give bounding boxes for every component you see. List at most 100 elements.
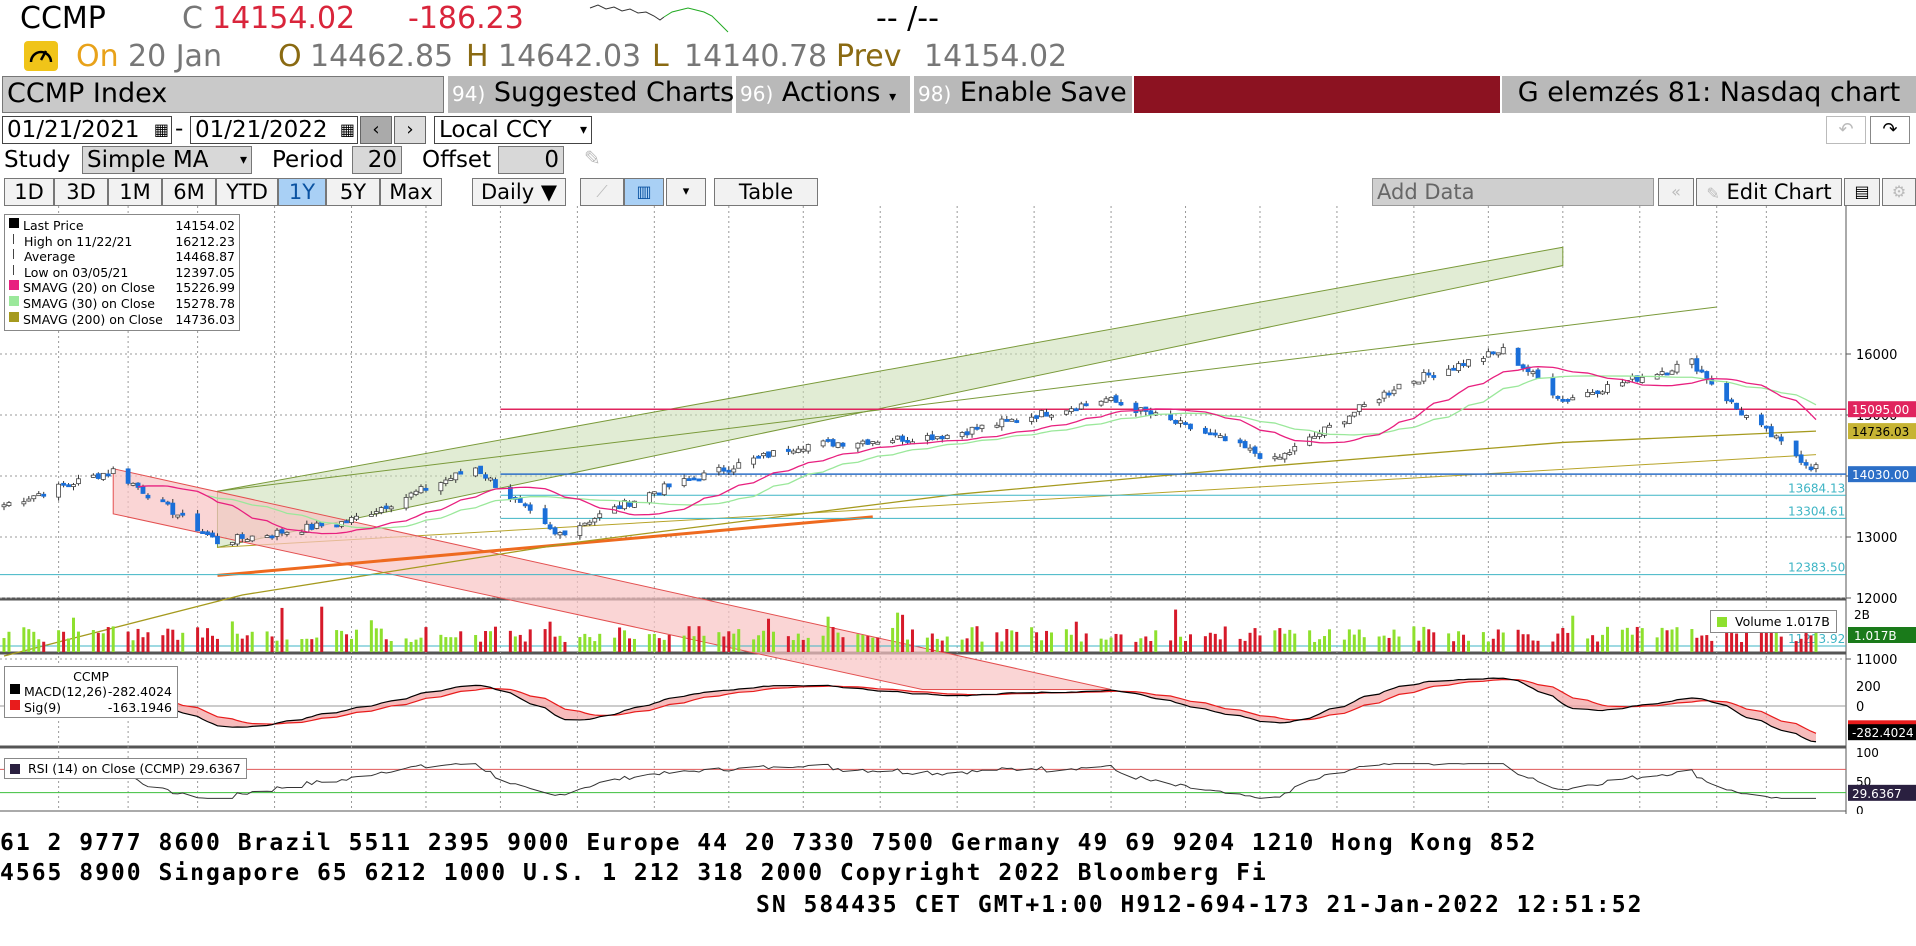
candle-body xyxy=(1381,391,1387,399)
candle-body xyxy=(1565,399,1571,402)
volume-bar xyxy=(131,640,135,652)
redo-icon[interactable]: ↷ xyxy=(1870,116,1910,144)
volume-bar xyxy=(1660,627,1664,652)
candle-body xyxy=(1570,397,1576,401)
range-button-1d[interactable]: 1D xyxy=(4,178,54,206)
pencil-icon[interactable]: ✎ xyxy=(584,146,601,170)
volume-swatch xyxy=(1717,617,1727,627)
candle-body xyxy=(969,426,975,435)
add-data-input[interactable]: Add Data xyxy=(1372,178,1654,206)
candle-body xyxy=(1530,371,1536,375)
gear-icon[interactable]: ⚙ xyxy=(1882,178,1916,206)
volume-bar xyxy=(111,626,115,652)
candle-body xyxy=(71,484,76,487)
date-to-field[interactable]: 01/21/2022 ▦ xyxy=(190,116,358,144)
volume-bar xyxy=(1362,637,1366,652)
edit-chart-button[interactable]: ✎ Edit Chart xyxy=(1696,178,1842,206)
candle-body xyxy=(617,505,622,510)
volume-bar xyxy=(841,637,845,652)
candle-body xyxy=(934,436,940,440)
volume-bar xyxy=(37,639,41,652)
volume-bar xyxy=(57,630,61,652)
calendar-icon[interactable]: ▦ xyxy=(339,120,355,139)
candle-body xyxy=(731,468,737,473)
volume-bar xyxy=(1809,635,1813,652)
offset-input[interactable]: 0 xyxy=(498,146,564,174)
chart-settings-icon[interactable]: ▤ xyxy=(1844,178,1880,206)
candle-body xyxy=(453,472,459,481)
range-button-ytd[interactable]: YTD xyxy=(216,178,278,206)
candle-body xyxy=(522,503,528,507)
line-chart-icon[interactable]: ⟋ xyxy=(580,178,624,206)
range-button-1y[interactable]: 1Y xyxy=(278,178,326,206)
candle-body xyxy=(771,450,776,457)
volume-bar xyxy=(717,632,721,652)
candle-body xyxy=(473,467,479,477)
security-field[interactable]: CCMP Index xyxy=(2,76,444,113)
volume-bar xyxy=(1496,629,1500,652)
gauge-icon[interactable] xyxy=(24,41,58,71)
candle-chart-icon[interactable]: ▥ xyxy=(624,178,664,206)
candle-body xyxy=(1480,358,1486,362)
prev-period-button[interactable]: ‹ xyxy=(360,116,392,144)
macd-label: Sig(9) xyxy=(24,699,62,715)
volume-bar xyxy=(1665,630,1669,652)
period-input[interactable]: 20 xyxy=(352,146,402,174)
volume-bar xyxy=(419,637,423,652)
range-button-max[interactable]: Max xyxy=(380,178,442,206)
collapse-icon[interactable]: « xyxy=(1658,178,1694,206)
candle-body xyxy=(1277,456,1283,460)
suggested-num: 94) xyxy=(452,82,486,106)
table-button[interactable]: Table xyxy=(714,178,818,206)
next-period-button[interactable]: › xyxy=(394,116,426,144)
candle-body xyxy=(1709,379,1715,385)
candle-body xyxy=(721,467,727,472)
price-chart[interactable]: FebMarAprMayJunJulAugSepOctNovDecJan2021… xyxy=(0,206,1916,814)
volume-bar xyxy=(484,631,488,652)
volume-bar xyxy=(1109,637,1113,652)
legend-row: Last Price 14154.02 xyxy=(9,218,235,234)
candle-body xyxy=(1500,347,1506,355)
volume-bar xyxy=(1705,635,1709,652)
chevron-down-icon[interactable]: ▾ xyxy=(666,178,706,206)
volume-bar xyxy=(1620,629,1624,652)
price-legend: Last Price 14154.02 High on 11/22/21 16212.… xyxy=(4,214,240,332)
date-separator: - xyxy=(175,116,184,142)
candle-body xyxy=(145,494,151,499)
volume-bar xyxy=(647,634,651,652)
range-button-5y[interactable]: 5Y xyxy=(326,178,380,206)
candle-body xyxy=(890,440,896,444)
macd-swatch xyxy=(10,684,20,694)
candle-body xyxy=(1768,426,1774,438)
enable-save-button[interactable]: 98) Enable Save xyxy=(914,76,1132,113)
range-button-1m[interactable]: 1M xyxy=(108,178,162,206)
actions-menu[interactable]: 96) Actions ▾ xyxy=(736,76,910,113)
candle-body xyxy=(1416,381,1422,385)
study-select[interactable]: Simple MA ▾ xyxy=(82,146,252,174)
actions-label: Actions xyxy=(781,77,881,108)
candle-body xyxy=(1188,423,1193,430)
date-from-field[interactable]: 01/21/2021 ▦ xyxy=(2,116,172,144)
volume-bar xyxy=(623,630,627,652)
status-bar xyxy=(1134,76,1500,113)
volume-bar xyxy=(523,641,527,652)
volume-bar xyxy=(72,617,76,652)
candle-body xyxy=(875,441,881,445)
calendar-icon[interactable]: ▦ xyxy=(153,120,169,139)
range-button-3d[interactable]: 3D xyxy=(54,178,108,206)
volume-bar xyxy=(1491,638,1495,652)
volume-bar xyxy=(762,630,766,652)
volume-bar xyxy=(310,639,314,652)
volume-bar xyxy=(136,628,140,652)
frequency-select[interactable]: Daily ▼ xyxy=(472,178,566,206)
volume-bar xyxy=(493,626,497,652)
volume-bar xyxy=(1273,630,1277,652)
undo-icon[interactable]: ↶ xyxy=(1826,116,1866,144)
suggested-charts-button[interactable]: 94) Suggested Charts xyxy=(448,76,734,113)
range-button-6m[interactable]: 6M xyxy=(162,178,216,206)
currency-select[interactable]: Local CCY ▾ xyxy=(434,116,592,144)
volume-bar xyxy=(211,635,215,652)
volume-bar xyxy=(513,636,517,652)
candle-body xyxy=(1446,368,1452,376)
candle-body xyxy=(1148,410,1154,415)
